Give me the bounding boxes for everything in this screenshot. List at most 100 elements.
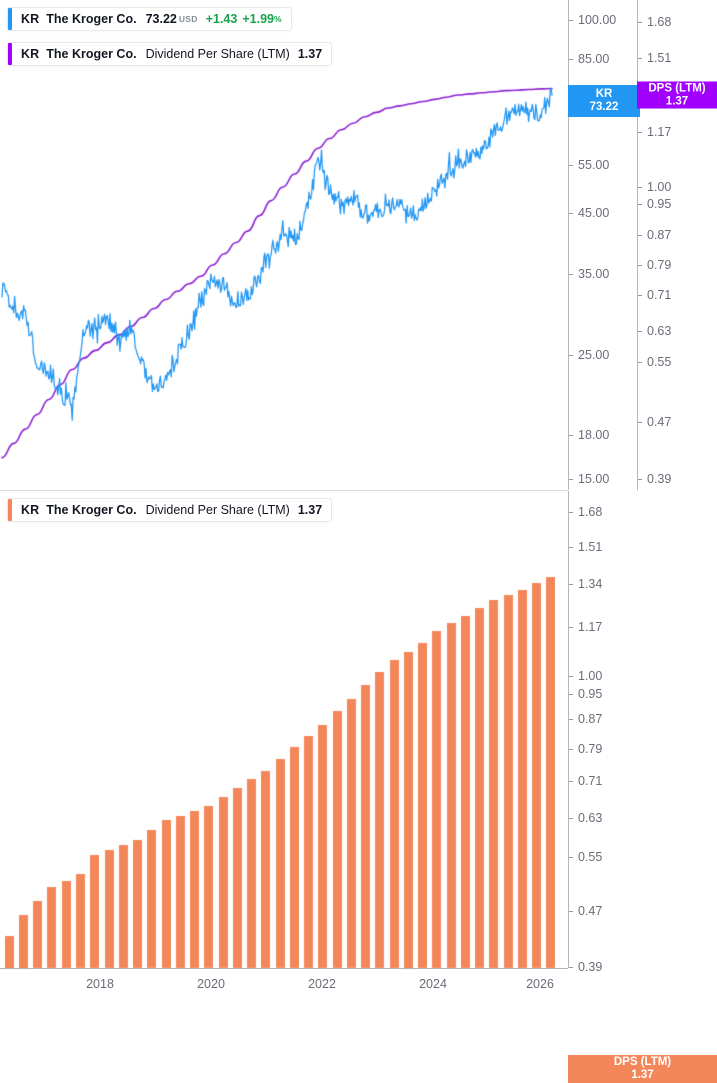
dps-panel: KR The Kroger Co. Dividend Per Share (LT… bbox=[0, 491, 717, 1083]
price-axis-tick bbox=[569, 479, 573, 480]
dps-axis-line-bottom bbox=[568, 491, 569, 968]
price-axis-tick bbox=[569, 165, 573, 166]
dps-axis-tick bbox=[569, 749, 573, 750]
dps-axis-label: 0.63 bbox=[578, 811, 603, 825]
dps-axis-line-top bbox=[637, 0, 638, 490]
dps-axis-label: 0.55 bbox=[647, 355, 672, 369]
dps-axis-tick bbox=[638, 204, 642, 205]
dps-axis-tick bbox=[569, 676, 573, 677]
dps-axis-label: 1.68 bbox=[578, 505, 603, 519]
dps-axis-tick bbox=[638, 479, 642, 480]
dps-axis-tick bbox=[569, 512, 573, 513]
price-axis-tick bbox=[569, 435, 573, 436]
dps-axis-tick bbox=[569, 781, 573, 782]
legend-color-swatch bbox=[8, 499, 12, 521]
dps-axis-label: 0.71 bbox=[647, 288, 672, 302]
dps-axis-tick bbox=[638, 187, 642, 188]
x-axis-label: 2026 bbox=[526, 977, 554, 991]
legend-dps-overlay[interactable]: KR The Kroger Co. Dividend Per Share (LT… bbox=[7, 42, 333, 66]
dps-axis-label: 0.87 bbox=[647, 228, 672, 242]
legend-change-percent: +1.99 bbox=[242, 12, 274, 26]
dps-axis-label: 1.00 bbox=[578, 669, 603, 683]
dps-axis-tick bbox=[569, 694, 573, 695]
badge-value: 73.22 bbox=[589, 101, 619, 113]
dps-axis-tick bbox=[569, 547, 573, 548]
price-axis-badge-kr[interactable]: KR 73.22 bbox=[568, 85, 640, 117]
legend-metric-name: Dividend Per Share (LTM) bbox=[145, 47, 290, 61]
dps-axis-tick bbox=[569, 627, 573, 628]
dps-axis-label: 1.00 bbox=[647, 180, 672, 194]
legend-company-name: The Kroger Co. bbox=[46, 503, 137, 517]
price-axis-label: 25.00 bbox=[578, 348, 610, 362]
price-axis-label: 35.00 bbox=[578, 267, 610, 281]
price-axis-tick bbox=[569, 20, 573, 21]
dps-axis-tick bbox=[638, 422, 642, 423]
badge-value: 1.37 bbox=[665, 95, 689, 107]
dps-axis-badge-top[interactable]: DPS (LTM) 1.37 bbox=[637, 81, 717, 109]
dps-axis-label: 0.55 bbox=[578, 850, 603, 864]
x-axis-line bbox=[0, 968, 568, 969]
x-axis-label: 2024 bbox=[419, 977, 447, 991]
dps-axis-tick bbox=[569, 818, 573, 819]
dps-axis-label: 1.17 bbox=[578, 620, 603, 634]
percent-sign: % bbox=[273, 14, 282, 24]
legend-color-swatch bbox=[8, 43, 12, 65]
dps-axis-tick bbox=[638, 235, 642, 236]
dps-axis-tick bbox=[569, 857, 573, 858]
price-axis-line bbox=[568, 0, 569, 490]
badge-label: KR bbox=[595, 88, 613, 100]
dps-axis-label: 1.17 bbox=[647, 125, 672, 139]
dps-axis-badge[interactable]: DPS (LTM) 1.37 bbox=[568, 1055, 717, 1083]
dps-axis-tick bbox=[569, 911, 573, 912]
price-axis-tick bbox=[569, 355, 573, 356]
panel-divider bbox=[0, 490, 568, 491]
legend-change-absolute: +1.43 bbox=[205, 12, 238, 26]
legend-price[interactable]: KR The Kroger Co. 73.22 USD +1.43 +1.99 … bbox=[7, 7, 292, 31]
dps-axis-label: 1.34 bbox=[578, 577, 603, 591]
dps-axis-label: 1.51 bbox=[647, 51, 672, 65]
price-panel: KR The Kroger Co. 73.22 USD +1.43 +1.99 … bbox=[0, 0, 717, 491]
dps-axis-label: 1.68 bbox=[647, 15, 672, 29]
dps-axis-label: 0.63 bbox=[647, 324, 672, 338]
legend-color-swatch bbox=[8, 8, 12, 30]
dps-axis-label: 0.95 bbox=[578, 687, 603, 701]
legend-dps[interactable]: KR The Kroger Co. Dividend Per Share (LT… bbox=[7, 498, 333, 522]
dps-axis-tick bbox=[569, 967, 573, 968]
badge-label: DPS (LTM) bbox=[648, 82, 706, 94]
x-axis-label: 2020 bbox=[197, 977, 225, 991]
dps-axis-label: 0.79 bbox=[647, 258, 672, 272]
dps-axis-tick bbox=[638, 362, 642, 363]
dps-axis-tick bbox=[638, 295, 642, 296]
dps-axis-label: 0.79 bbox=[578, 742, 603, 756]
price-axis-tick bbox=[569, 59, 573, 60]
dps-plot-canvas[interactable] bbox=[0, 491, 568, 1005]
dps-axis-tick bbox=[638, 265, 642, 266]
dps-axis-tick bbox=[638, 331, 642, 332]
price-plot-canvas[interactable] bbox=[0, 0, 568, 491]
price-axis-label: 100.00 bbox=[578, 13, 617, 27]
price-axis-label: 15.00 bbox=[578, 472, 610, 486]
legend-company-name: The Kroger Co. bbox=[46, 12, 137, 26]
dps-axis-label: 0.39 bbox=[578, 960, 603, 974]
legend-company-name: The Kroger Co. bbox=[46, 47, 137, 61]
legend-ticker: KR bbox=[21, 47, 40, 61]
dps-axis-tick bbox=[569, 719, 573, 720]
legend-ticker: KR bbox=[21, 12, 40, 26]
price-axis-label: 45.00 bbox=[578, 206, 610, 220]
badge-label: DPS (LTM) bbox=[613, 1056, 672, 1068]
price-axis-tick bbox=[569, 274, 573, 275]
dps-axis-label: 1.51 bbox=[578, 540, 603, 554]
dps-axis-label: 0.71 bbox=[578, 774, 603, 788]
dps-axis-tick bbox=[638, 58, 642, 59]
dps-axis-tick bbox=[638, 132, 642, 133]
dps-axis-label: 0.87 bbox=[578, 712, 603, 726]
legend-metric-value: 1.37 bbox=[297, 47, 323, 61]
dps-axis-label: 0.95 bbox=[647, 197, 672, 211]
legend-metric-name: Dividend Per Share (LTM) bbox=[145, 503, 290, 517]
x-axis-label: 2018 bbox=[86, 977, 114, 991]
dps-axis-label: 0.39 bbox=[647, 472, 672, 486]
price-axis-label: 18.00 bbox=[578, 428, 610, 442]
badge-value: 1.37 bbox=[631, 1069, 654, 1081]
dps-axis-label: 0.47 bbox=[647, 415, 672, 429]
